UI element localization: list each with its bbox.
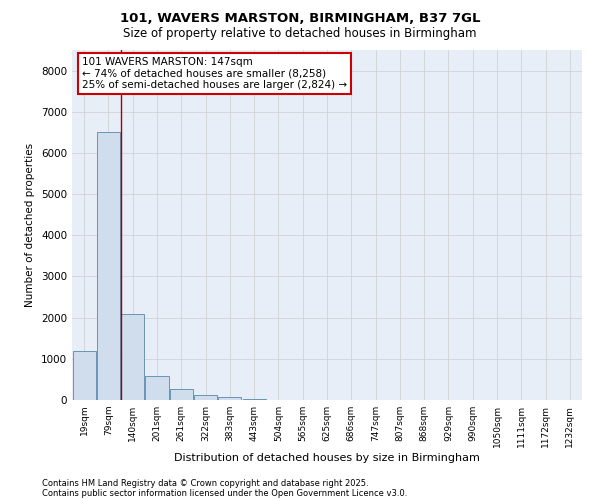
Bar: [145, 376, 169, 400]
Text: Size of property relative to detached houses in Birmingham: Size of property relative to detached ho…: [123, 28, 477, 40]
Bar: [170, 390, 193, 400]
Text: Contains public sector information licensed under the Open Government Licence v3: Contains public sector information licen…: [42, 488, 407, 498]
Bar: [73, 350, 95, 400]
Y-axis label: Number of detached properties: Number of detached properties: [25, 143, 35, 307]
Bar: [97, 132, 120, 400]
Text: 101, WAVERS MARSTON, BIRMINGHAM, B37 7GL: 101, WAVERS MARSTON, BIRMINGHAM, B37 7GL: [120, 12, 480, 26]
Text: 101 WAVERS MARSTON: 147sqm
← 74% of detached houses are smaller (8,258)
25% of s: 101 WAVERS MARSTON: 147sqm ← 74% of deta…: [82, 57, 347, 90]
Bar: [121, 314, 144, 400]
Text: Contains HM Land Registry data © Crown copyright and database right 2025.: Contains HM Land Registry data © Crown c…: [42, 478, 368, 488]
X-axis label: Distribution of detached houses by size in Birmingham: Distribution of detached houses by size …: [174, 452, 480, 462]
Bar: [242, 399, 266, 400]
Bar: [218, 397, 241, 400]
Bar: [194, 395, 217, 400]
